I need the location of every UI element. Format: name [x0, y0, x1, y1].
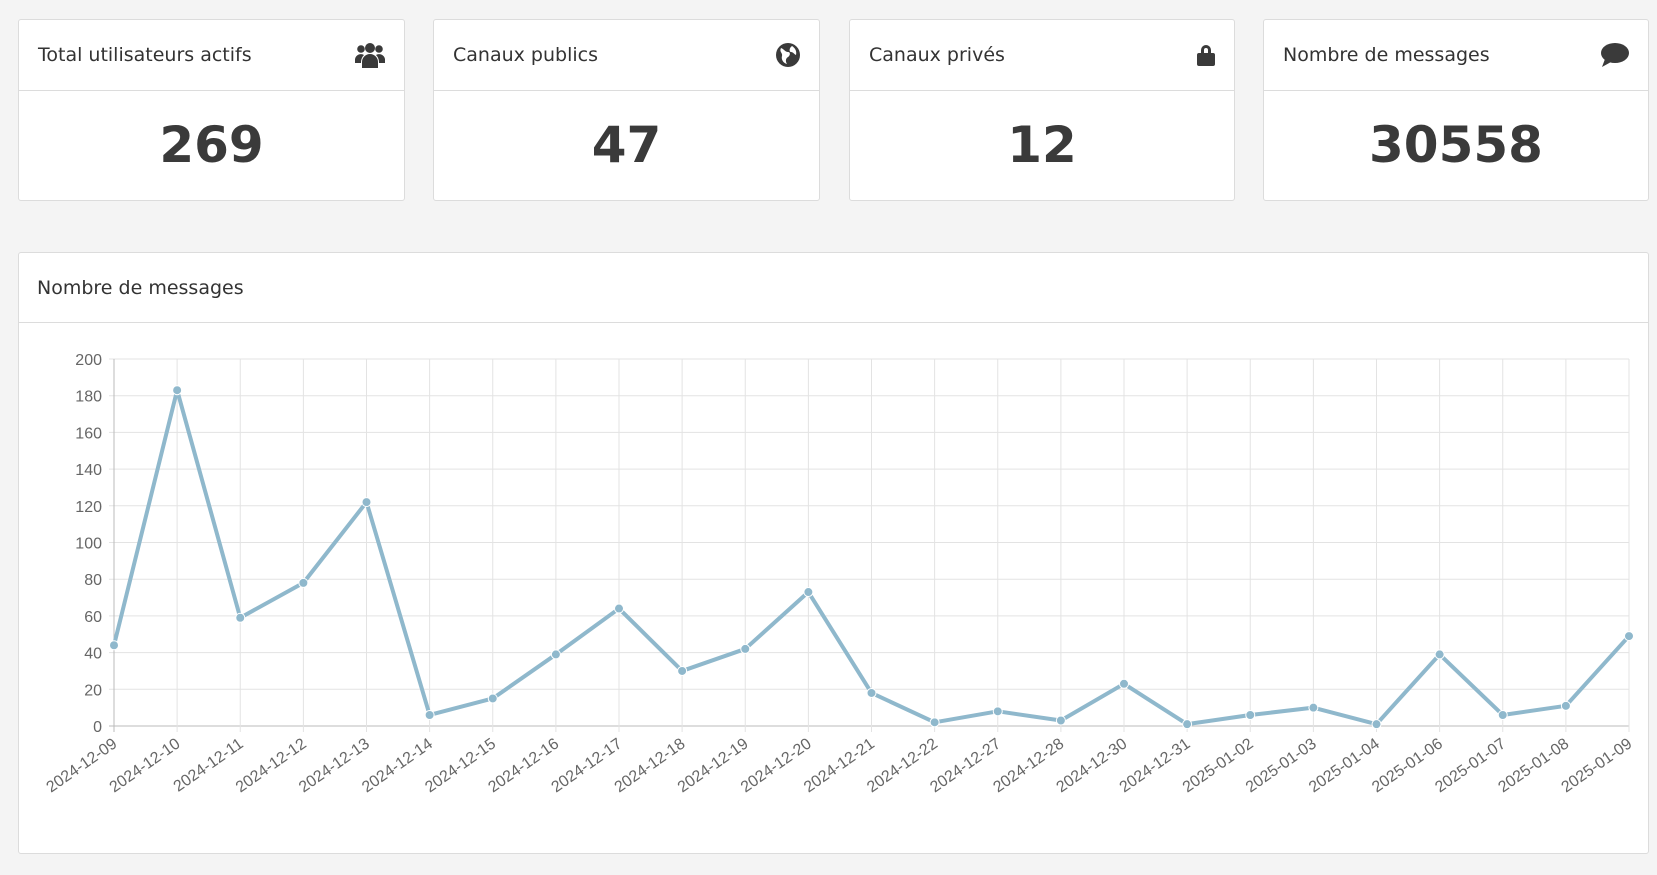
x-tick-label: 2025-01-09	[1559, 735, 1636, 796]
stat-card-public-channels: Canaux publics 47	[433, 19, 820, 201]
data-point	[1055, 715, 1066, 726]
card-value: 30558	[1369, 116, 1543, 174]
y-tick-label: 180	[75, 389, 102, 406]
globe-icon	[775, 42, 801, 68]
card-title: Canaux privés	[869, 44, 1005, 66]
data-point	[866, 687, 877, 698]
data-point	[1371, 719, 1382, 730]
y-tick-label: 100	[75, 536, 102, 553]
data-point	[1624, 631, 1634, 642]
data-point	[740, 643, 751, 654]
data-point	[929, 717, 940, 728]
line-chart: 0204060801001201401601802002024-12-09202…	[44, 352, 1636, 796]
y-tick-label: 80	[84, 572, 102, 589]
data-point	[235, 612, 246, 623]
data-point	[614, 603, 624, 614]
y-tick-label: 160	[75, 425, 102, 442]
y-tick-label: 200	[75, 352, 102, 369]
data-point	[1308, 702, 1319, 713]
data-point	[1560, 700, 1571, 711]
card-title: Canaux publics	[453, 44, 598, 66]
lock-icon	[1196, 43, 1216, 67]
card-title: Nombre de messages	[1283, 44, 1490, 66]
messages-chart-panel: Nombre de messages 0 20 40 60 80 100 120 140 160…	[18, 252, 1649, 854]
y-tick-label: 60	[84, 609, 102, 626]
x-tick-label: 2024-12-10	[107, 735, 184, 796]
y-tick-label: 20	[84, 682, 102, 699]
stat-card-private-channels: Canaux privés 12	[849, 19, 1235, 201]
y-tick-label: 40	[84, 646, 102, 663]
data-point	[109, 640, 119, 651]
data-point	[803, 587, 814, 598]
card-value: 269	[159, 116, 264, 174]
data-point	[298, 577, 309, 588]
y-tick-label: 120	[75, 499, 102, 516]
stat-card-messages: Nombre de messages 30558	[1263, 19, 1649, 201]
comment-icon	[1600, 42, 1630, 68]
data-point	[1434, 649, 1445, 660]
y-tick-label: 0	[93, 719, 102, 736]
card-value: 47	[591, 116, 662, 174]
data-point	[550, 649, 561, 660]
data-point	[1182, 719, 1193, 730]
data-point	[361, 497, 372, 508]
data-point	[487, 693, 498, 704]
data-point	[677, 665, 688, 676]
data-point	[424, 709, 435, 720]
stat-card-active-users: Total utilisateurs actifs 269	[18, 19, 405, 201]
y-tick-label: 140	[75, 462, 102, 479]
panel-title: Nombre de messages	[19, 253, 1648, 323]
data-point	[1119, 678, 1129, 689]
data-point	[1497, 709, 1508, 720]
users-icon	[354, 41, 386, 69]
card-value: 12	[1007, 116, 1077, 174]
data-point	[992, 706, 1003, 717]
data-point	[172, 385, 183, 396]
card-title: Total utilisateurs actifs	[38, 44, 252, 66]
data-point	[1245, 709, 1256, 720]
